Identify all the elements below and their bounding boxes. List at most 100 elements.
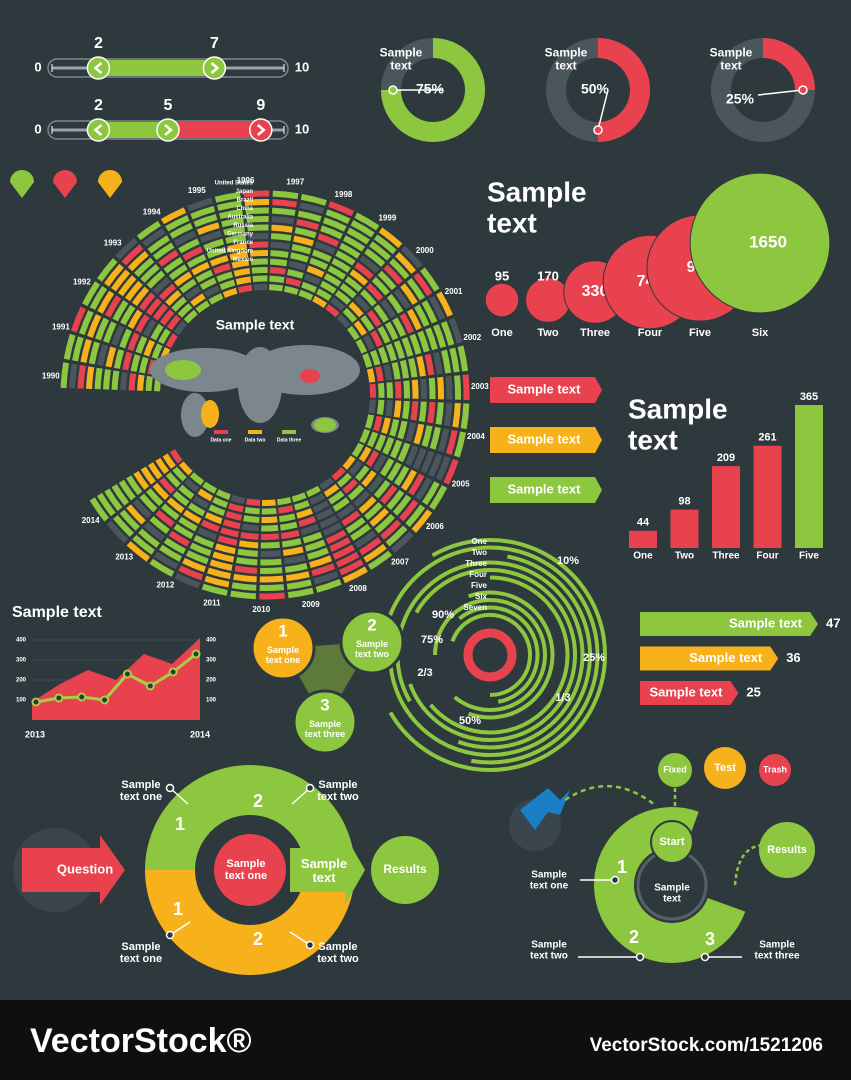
radial-segment	[328, 490, 345, 505]
radial-segment	[234, 565, 258, 574]
radial-segment	[118, 275, 137, 297]
radial-segment	[230, 590, 256, 600]
radial-segment	[372, 454, 387, 472]
radial-segment	[142, 319, 157, 337]
radial-segment	[70, 306, 86, 333]
cycle-arc	[593, 807, 746, 963]
slider-handle	[202, 56, 227, 80]
radial-segment	[260, 541, 280, 549]
radial-segment	[261, 507, 277, 515]
bar-category: Five	[799, 551, 819, 562]
radial-segment	[225, 511, 243, 521]
flow-top-label: Trash	[763, 764, 787, 774]
radial-segment	[270, 258, 288, 267]
radial-segment	[452, 402, 461, 428]
radial-segment	[400, 245, 423, 269]
radial-segment	[354, 295, 371, 312]
radial-segment	[168, 530, 190, 547]
radial-segment	[217, 535, 238, 546]
radial-segment	[179, 278, 197, 294]
flow-top-label: Test	[714, 762, 736, 774]
radial-segment	[169, 222, 193, 239]
donut-pointer	[597, 89, 609, 131]
radial-segment	[195, 300, 210, 314]
radial-segment	[201, 583, 228, 596]
radial-segment	[126, 541, 151, 562]
bubble-value-label: 330	[582, 283, 609, 300]
tag-label: Sample text	[508, 381, 582, 396]
radial-segment	[178, 238, 200, 254]
radial-segment	[363, 543, 387, 563]
radial-segment	[127, 250, 149, 272]
radial-country: United States	[215, 181, 254, 187]
radial-segment	[300, 193, 327, 206]
radial-segment	[204, 575, 230, 588]
radial-year: 1997	[286, 177, 304, 186]
process-number: 1	[278, 621, 287, 640]
radial-segment	[334, 290, 351, 305]
radial-segment	[237, 548, 258, 557]
radial-segment	[312, 249, 332, 263]
radial-segment	[313, 571, 339, 585]
radial-segment	[302, 531, 323, 544]
radial-segment	[246, 216, 269, 223]
arc-ring	[467, 590, 555, 720]
radial-segment	[428, 453, 443, 478]
radial-segment	[145, 297, 162, 316]
radial-segment	[261, 524, 279, 532]
radial-segment	[206, 246, 227, 259]
radial-segment	[386, 461, 402, 482]
radial-segment	[89, 497, 110, 522]
bubble	[689, 172, 831, 314]
radial-segment	[174, 573, 201, 589]
radial-country: Russia	[233, 223, 253, 229]
ribbon	[640, 612, 818, 636]
line-point	[77, 692, 87, 702]
radial-segment	[462, 374, 470, 400]
radial-segment	[460, 403, 470, 430]
radial-segment	[171, 296, 187, 312]
radial-segment	[212, 263, 231, 275]
radial-segment	[189, 472, 205, 486]
radial-segment	[202, 481, 218, 494]
radial-segment	[411, 509, 433, 533]
cycle-arc	[145, 870, 355, 975]
radial-segment	[173, 230, 197, 247]
radial-segment	[166, 315, 181, 331]
radial-segment	[237, 284, 253, 294]
radial-country: United Kingdom	[207, 249, 253, 255]
radial-segment	[342, 455, 356, 470]
y-tick-label: 200	[16, 678, 27, 684]
line-point	[54, 693, 64, 703]
radial-segment	[360, 315, 375, 332]
radial-segment	[260, 558, 282, 566]
radial-segment	[158, 328, 171, 345]
radial-year: 1998	[335, 190, 353, 199]
radial-segment	[80, 338, 92, 363]
radial-segment	[405, 504, 426, 528]
radial-segment	[145, 375, 153, 392]
flow-top-node	[759, 754, 791, 786]
slider-max-label: 10	[295, 59, 309, 74]
cycle-label: Sample text one	[120, 779, 162, 803]
radial-segment	[432, 351, 443, 375]
radial-segment	[252, 275, 268, 283]
radial-segment	[106, 520, 129, 544]
radial-segment	[410, 401, 419, 421]
radial-segment	[207, 567, 231, 580]
y-tick-label: 100	[206, 698, 217, 704]
radial-segment	[152, 242, 175, 261]
radial-segment	[393, 340, 406, 360]
arc-label: 90%	[432, 609, 454, 621]
radial-segment	[393, 288, 411, 310]
radial-segment	[427, 401, 436, 424]
radial-country: Japan	[236, 189, 254, 195]
radial-segment	[364, 414, 375, 429]
radial-segment	[178, 516, 198, 532]
radial-segment	[260, 550, 281, 557]
radial-segment	[146, 270, 166, 289]
radial-segment	[221, 217, 244, 228]
radial-segment	[394, 465, 410, 487]
radial-segment	[448, 317, 463, 344]
radial-segment	[158, 283, 177, 301]
